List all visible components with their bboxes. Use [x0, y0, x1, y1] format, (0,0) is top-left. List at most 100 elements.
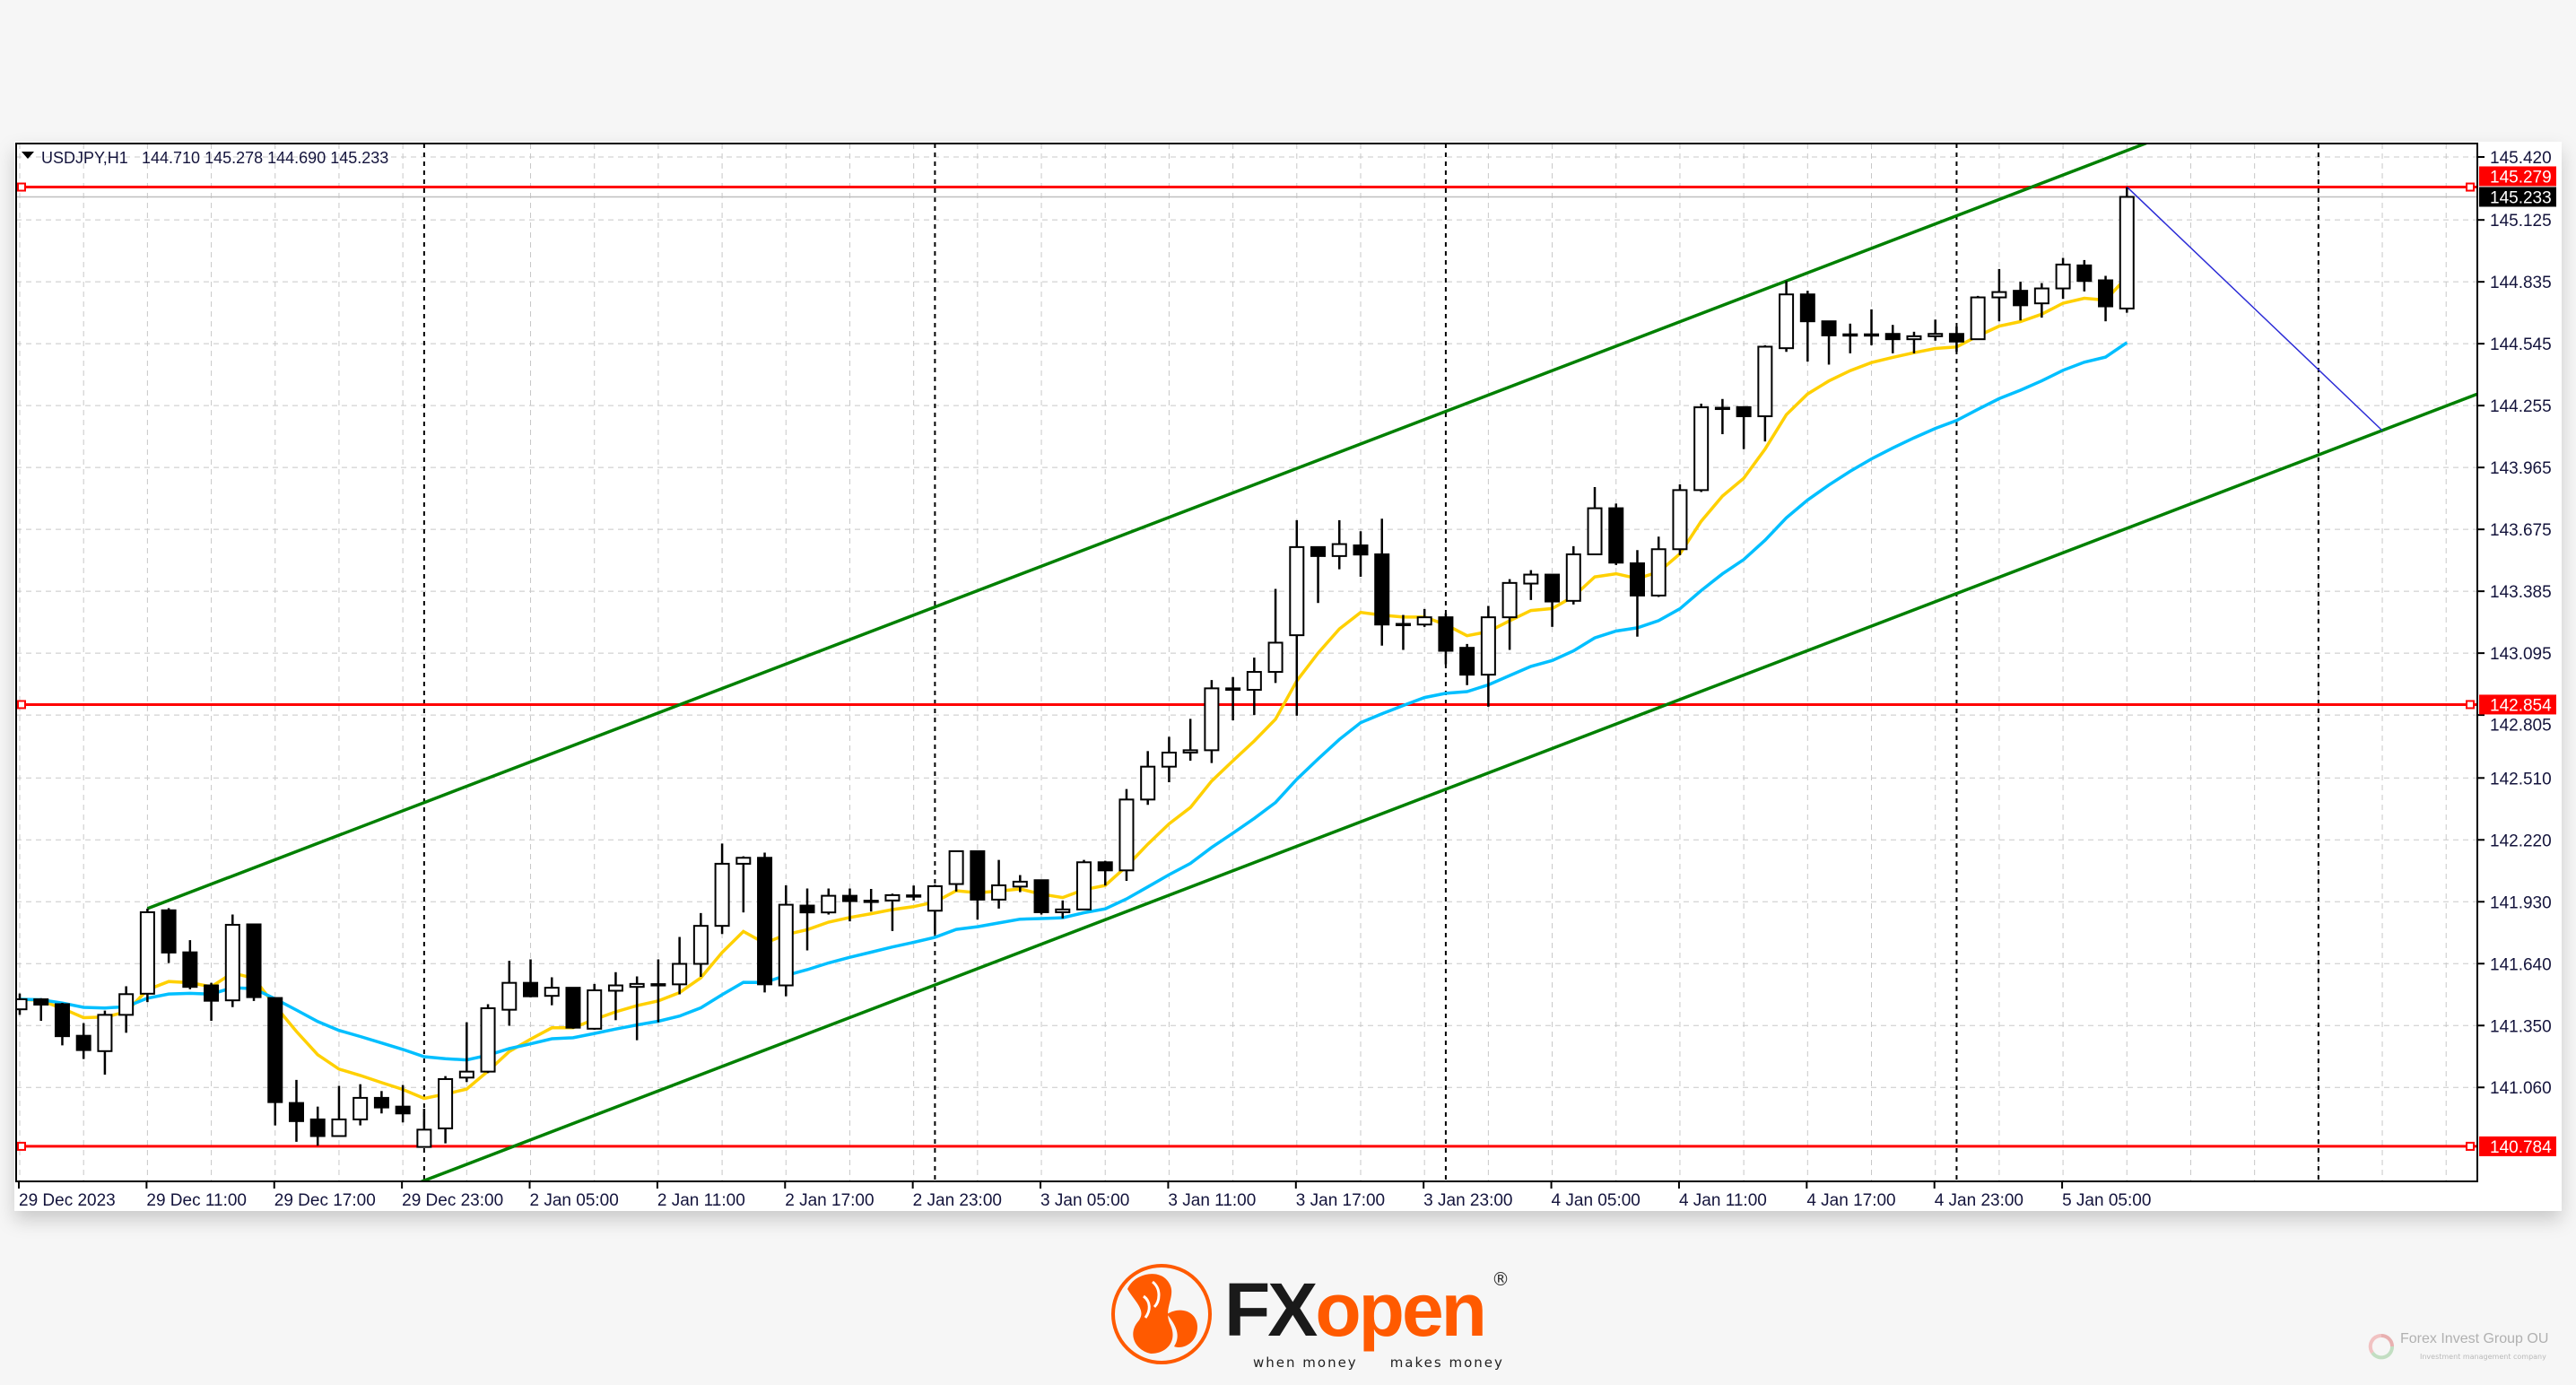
candle: [1204, 680, 1220, 763]
candle-body-bullish: [1118, 798, 1135, 872]
level-handle-right[interactable]: [2466, 700, 2475, 710]
candle: [587, 983, 603, 1031]
candle: [480, 1004, 496, 1074]
candle: [1629, 550, 1645, 637]
level-handle-left[interactable]: [17, 700, 26, 710]
x-tick-label: 3 Jan 17:00: [1296, 1191, 1385, 1210]
candle: [1587, 487, 1603, 555]
candle: [1842, 323, 1858, 353]
candle: [1267, 588, 1284, 684]
level-price-tag: [2479, 166, 2556, 187]
day-separators: [422, 144, 2319, 1181]
candle: [650, 959, 666, 1023]
candle-body-bullish: [1757, 345, 1773, 418]
candle-body-bullish: [1140, 765, 1156, 801]
level-price-tag-text: 142.854: [2490, 696, 2552, 715]
candle: [182, 940, 198, 989]
y-tick-label: 141.640: [2490, 955, 2552, 974]
candle: [714, 843, 730, 935]
candle-body-bullish: [672, 963, 688, 986]
candle: [75, 1023, 91, 1059]
price-axis[interactable]: 145.420 145.125 144.835 144.545 144.255 143.9…: [2477, 149, 2552, 1098]
candle-body-bullish: [650, 983, 666, 987]
y-tick-label: 143.095: [2490, 645, 2552, 664]
candle-body-bullish: [1650, 548, 1667, 597]
candle: [1672, 483, 1688, 555]
plot-frame: [15, 143, 2478, 1182]
candle: [1012, 875, 1028, 893]
candle-body-bullish: [1970, 296, 1986, 341]
candle: [629, 976, 645, 1041]
candle: [1970, 295, 1986, 341]
candle-body-bullish: [1480, 616, 1496, 676]
candle: [544, 977, 560, 1006]
candle: [1055, 900, 1071, 919]
y-tick-label: 142.805: [2490, 716, 2552, 735]
candle-body-bearish: [799, 904, 815, 914]
moving-averages: [19, 275, 2128, 1101]
level-handle-right[interactable]: [2466, 182, 2475, 192]
candle-body-bearish: [906, 894, 922, 898]
candle-body-bearish: [2098, 279, 2114, 308]
candle-body-bearish: [204, 984, 220, 1002]
chart-header: USDJPY,H1 144.710 145.278 144.690 145.23…: [22, 149, 388, 167]
candle-body-bullish: [416, 1128, 432, 1148]
level-price-tag-text: 145.279: [2490, 168, 2552, 187]
level-handle-right[interactable]: [2466, 1141, 2475, 1151]
candle: [1501, 579, 1518, 650]
candle-body-bearish: [267, 997, 283, 1103]
candle: [1310, 545, 1327, 604]
level-handle-left[interactable]: [17, 1141, 26, 1151]
candle: [2098, 275, 2114, 322]
candle-body-bearish: [161, 909, 177, 954]
candle-body-bullish: [118, 993, 135, 1016]
time-axis[interactable]: 29 Dec 2023 29 Dec 11:00 29 Dec 17:00 29 De…: [18, 1181, 2151, 1210]
candle-body-bullish: [1672, 489, 1688, 551]
level-price-tag: [2479, 694, 2556, 715]
candle-body-bearish: [33, 997, 49, 1006]
x-tick-label: 2 Jan 23:00: [913, 1191, 1002, 1210]
candle-body-bearish: [523, 981, 539, 997]
candle: [501, 961, 518, 1026]
candle-body-bullish: [438, 1077, 454, 1129]
candle-body-bearish: [565, 987, 581, 1029]
collapse-triangle-icon[interactable]: [22, 152, 34, 159]
candle: [821, 888, 837, 915]
candle: [2055, 257, 2071, 300]
candle-body-bearish: [2013, 290, 2029, 307]
y-tick-label: 145.420: [2490, 149, 2552, 168]
candle-body-bullish: [1501, 581, 1518, 619]
y-tick-label: 143.965: [2490, 459, 2552, 478]
candle: [1246, 658, 1262, 716]
candle: [352, 1084, 369, 1126]
candle-body-bullish: [1204, 687, 1220, 752]
candle-body-bullish: [778, 903, 794, 987]
y-tick-label: 145.125: [2490, 212, 2552, 231]
candle: [1821, 320, 1837, 365]
candle-body-bullish: [884, 893, 901, 902]
candle: [1076, 859, 1092, 910]
ring-logo-icon: [2368, 1333, 2395, 1360]
candle: [1140, 751, 1156, 806]
candle-body-bullish: [1928, 333, 1944, 337]
channel-upper-line[interactable]: [146, 0, 2576, 910]
candle: [906, 885, 922, 901]
symbol-label: USDJPY,H1: [41, 149, 128, 167]
candle-body-bullish: [692, 925, 709, 965]
candle-body-bearish: [1948, 333, 1964, 343]
candle: [970, 849, 986, 920]
projection-line[interactable]: [2126, 186, 2383, 431]
tagline: when money makes money: [1253, 1355, 1504, 1371]
candle: [309, 1106, 326, 1146]
candle: [1545, 573, 1561, 627]
x-tick-label: 3 Jan 05:00: [1040, 1191, 1129, 1210]
channel-lower-line[interactable]: [0, 194, 2576, 1385]
x-tick-label: 2 Jan 17:00: [785, 1191, 874, 1210]
candle-body-bullish: [224, 923, 240, 1002]
candle-body-bearish: [54, 1003, 70, 1038]
candle: [224, 914, 240, 1007]
candle: [1033, 879, 1049, 915]
candle-body-bearish: [75, 1034, 91, 1051]
level-handle-left[interactable]: [17, 182, 26, 192]
